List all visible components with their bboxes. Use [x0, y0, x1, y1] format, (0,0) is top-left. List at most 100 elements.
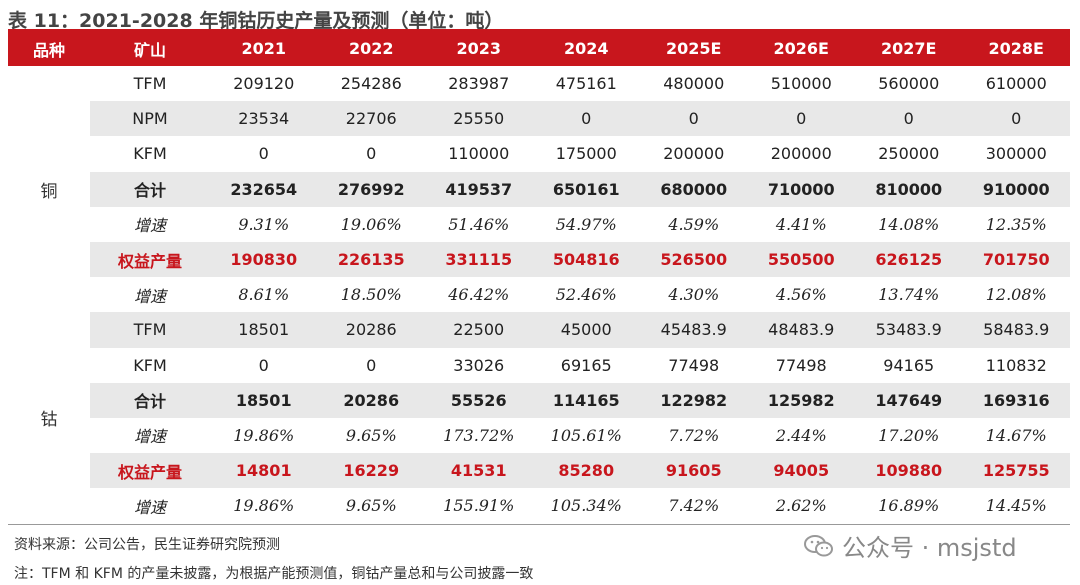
- value-cell: 110000: [448, 144, 510, 164]
- value-cell: 22500: [425, 312, 533, 348]
- value-cell: 209120: [233, 74, 295, 94]
- value-cell: 94005: [747, 453, 855, 489]
- value-cell: 331115: [425, 241, 533, 278]
- value-cell: 20286: [317, 382, 425, 418]
- table-body: 铜 TFM 209120 254286 283987 475161 480000 510000…: [8, 66, 1070, 524]
- table-row: 权益产量 14801 16229 41531 85280 91605 94005 109880…: [8, 453, 1070, 489]
- value-cell: 4.30%: [668, 285, 720, 305]
- watermark: 公众号 · msjstd: [804, 528, 1017, 563]
- table-row: 增速 19.86% 9.65% 155.91% 105.34% 7.42% 2.62% 16.…: [8, 488, 1070, 523]
- bottom-rule: [8, 524, 1070, 525]
- value-cell: 169316: [962, 382, 1070, 418]
- title-rule: [8, 29, 1070, 31]
- value-cell: 250000: [878, 144, 940, 164]
- header-cell: 2024: [532, 31, 640, 66]
- value-cell: 0: [258, 355, 269, 375]
- mine-cell: 增速: [133, 286, 166, 306]
- mine-cell: 增速: [133, 497, 166, 517]
- value-cell: 19.06%: [340, 214, 402, 234]
- value-cell: 226135: [317, 241, 425, 278]
- value-cell: 16.89%: [878, 496, 940, 516]
- value-cell: 0: [532, 101, 640, 137]
- value-cell: 46.42%: [448, 285, 510, 305]
- mine-cell: TFM: [133, 74, 167, 94]
- value-cell: 610000: [985, 74, 1047, 94]
- value-cell: 155.91%: [443, 496, 515, 516]
- mine-cell: NPM: [90, 101, 210, 137]
- mine-cell: 权益产量: [90, 241, 210, 278]
- mine-cell: 增速: [133, 216, 166, 236]
- value-cell: 8.61%: [238, 285, 290, 305]
- value-cell: 91605: [640, 453, 748, 489]
- value-cell: 12.08%: [985, 285, 1047, 305]
- value-cell: 0: [640, 101, 748, 137]
- value-cell: 0: [366, 144, 377, 164]
- value-cell: 12.35%: [985, 214, 1047, 234]
- value-cell: 23534: [210, 101, 318, 137]
- value-cell: 910000: [962, 171, 1070, 207]
- value-cell: 680000: [640, 171, 748, 207]
- value-cell: 77498: [668, 355, 720, 375]
- value-cell: 20286: [317, 312, 425, 348]
- value-cell: 45000: [532, 312, 640, 348]
- value-cell: 810000: [855, 171, 963, 207]
- value-cell: 510000: [770, 74, 832, 94]
- value-cell: 0: [747, 101, 855, 137]
- table-row: 合计 232654 276992 419537 650161 680000 710000 81…: [8, 171, 1070, 207]
- value-cell: 626125: [855, 241, 963, 278]
- category-cell: 铜: [8, 66, 90, 313]
- value-cell: 18501: [210, 382, 318, 418]
- table-row: KFM 0 0 110000 175000 200000 200000 250000 30000…: [8, 136, 1070, 171]
- value-cell: 9.65%: [345, 496, 397, 516]
- header-cell: 2025E: [640, 31, 748, 66]
- value-cell: 25550: [425, 101, 533, 137]
- value-cell: 0: [258, 144, 269, 164]
- value-cell: 7.72%: [668, 425, 720, 445]
- value-cell: 9.31%: [238, 214, 290, 234]
- value-cell: 701750: [962, 241, 1070, 278]
- table-row: NPM 23534 22706 25550 0 0 0 0 0: [8, 101, 1070, 137]
- mine-cell: 权益产量: [90, 453, 210, 489]
- table-title: 表 11：2021-2028 年铜钴历史产量及预测（单位：吨）: [8, 10, 504, 32]
- value-cell: 16229: [317, 453, 425, 489]
- value-cell: 114165: [532, 382, 640, 418]
- value-cell: 147649: [855, 382, 963, 418]
- value-cell: 200000: [770, 144, 832, 164]
- value-cell: 105.61%: [550, 425, 622, 445]
- mine-cell: KFM: [133, 144, 167, 164]
- value-cell: 69165: [560, 355, 612, 375]
- header-cell: 2022: [317, 31, 425, 66]
- value-cell: 480000: [663, 74, 725, 94]
- value-cell: 18501: [210, 312, 318, 348]
- table-row: 权益产量 190830 226135 331115 504816 526500 550500…: [8, 241, 1070, 278]
- value-cell: 13.74%: [878, 285, 940, 305]
- value-cell: 53483.9: [855, 312, 963, 348]
- header-cell: 2027E: [855, 31, 963, 66]
- table-row: 钴 TFM 18501 20286 22500 45000 45483.9 48483.9 53…: [8, 312, 1070, 524]
- value-cell: 9.65%: [345, 425, 397, 445]
- value-cell: 33026: [453, 355, 505, 375]
- value-cell: 504816: [532, 241, 640, 278]
- value-cell: 4.41%: [775, 214, 827, 234]
- value-cell: 2.44%: [775, 425, 827, 445]
- wechat-icon: [804, 534, 833, 556]
- value-cell: 45483.9: [640, 312, 748, 348]
- value-cell: 77498: [775, 355, 827, 375]
- value-cell: 94165: [883, 355, 935, 375]
- value-cell: 650161: [532, 171, 640, 207]
- value-cell: 125755: [962, 453, 1070, 489]
- table-row: 合计 18501 20286 55526 114165 122982 125982 14764…: [8, 382, 1070, 418]
- mine-cell: KFM: [133, 355, 167, 375]
- value-cell: 58483.9: [962, 312, 1070, 348]
- table-row: KFM 0 0 33026 69165 77498 77498 94165 110832: [8, 348, 1070, 383]
- header-cell: 品种: [8, 31, 90, 66]
- value-cell: 125982: [747, 382, 855, 418]
- value-cell: 0: [962, 101, 1070, 137]
- value-cell: 109880: [855, 453, 963, 489]
- source-note: 资料来源：公司公告，民生证券研究院预测: [14, 537, 280, 553]
- value-cell: 710000: [747, 171, 855, 207]
- footnote: 注：TFM 和 KFM 的产量未披露，为根据产能预测值，铜钴产量总和与公司披露一…: [14, 566, 534, 582]
- value-cell: 4.59%: [668, 214, 720, 234]
- value-cell: 2.62%: [775, 496, 827, 516]
- value-cell: 19.86%: [233, 425, 295, 445]
